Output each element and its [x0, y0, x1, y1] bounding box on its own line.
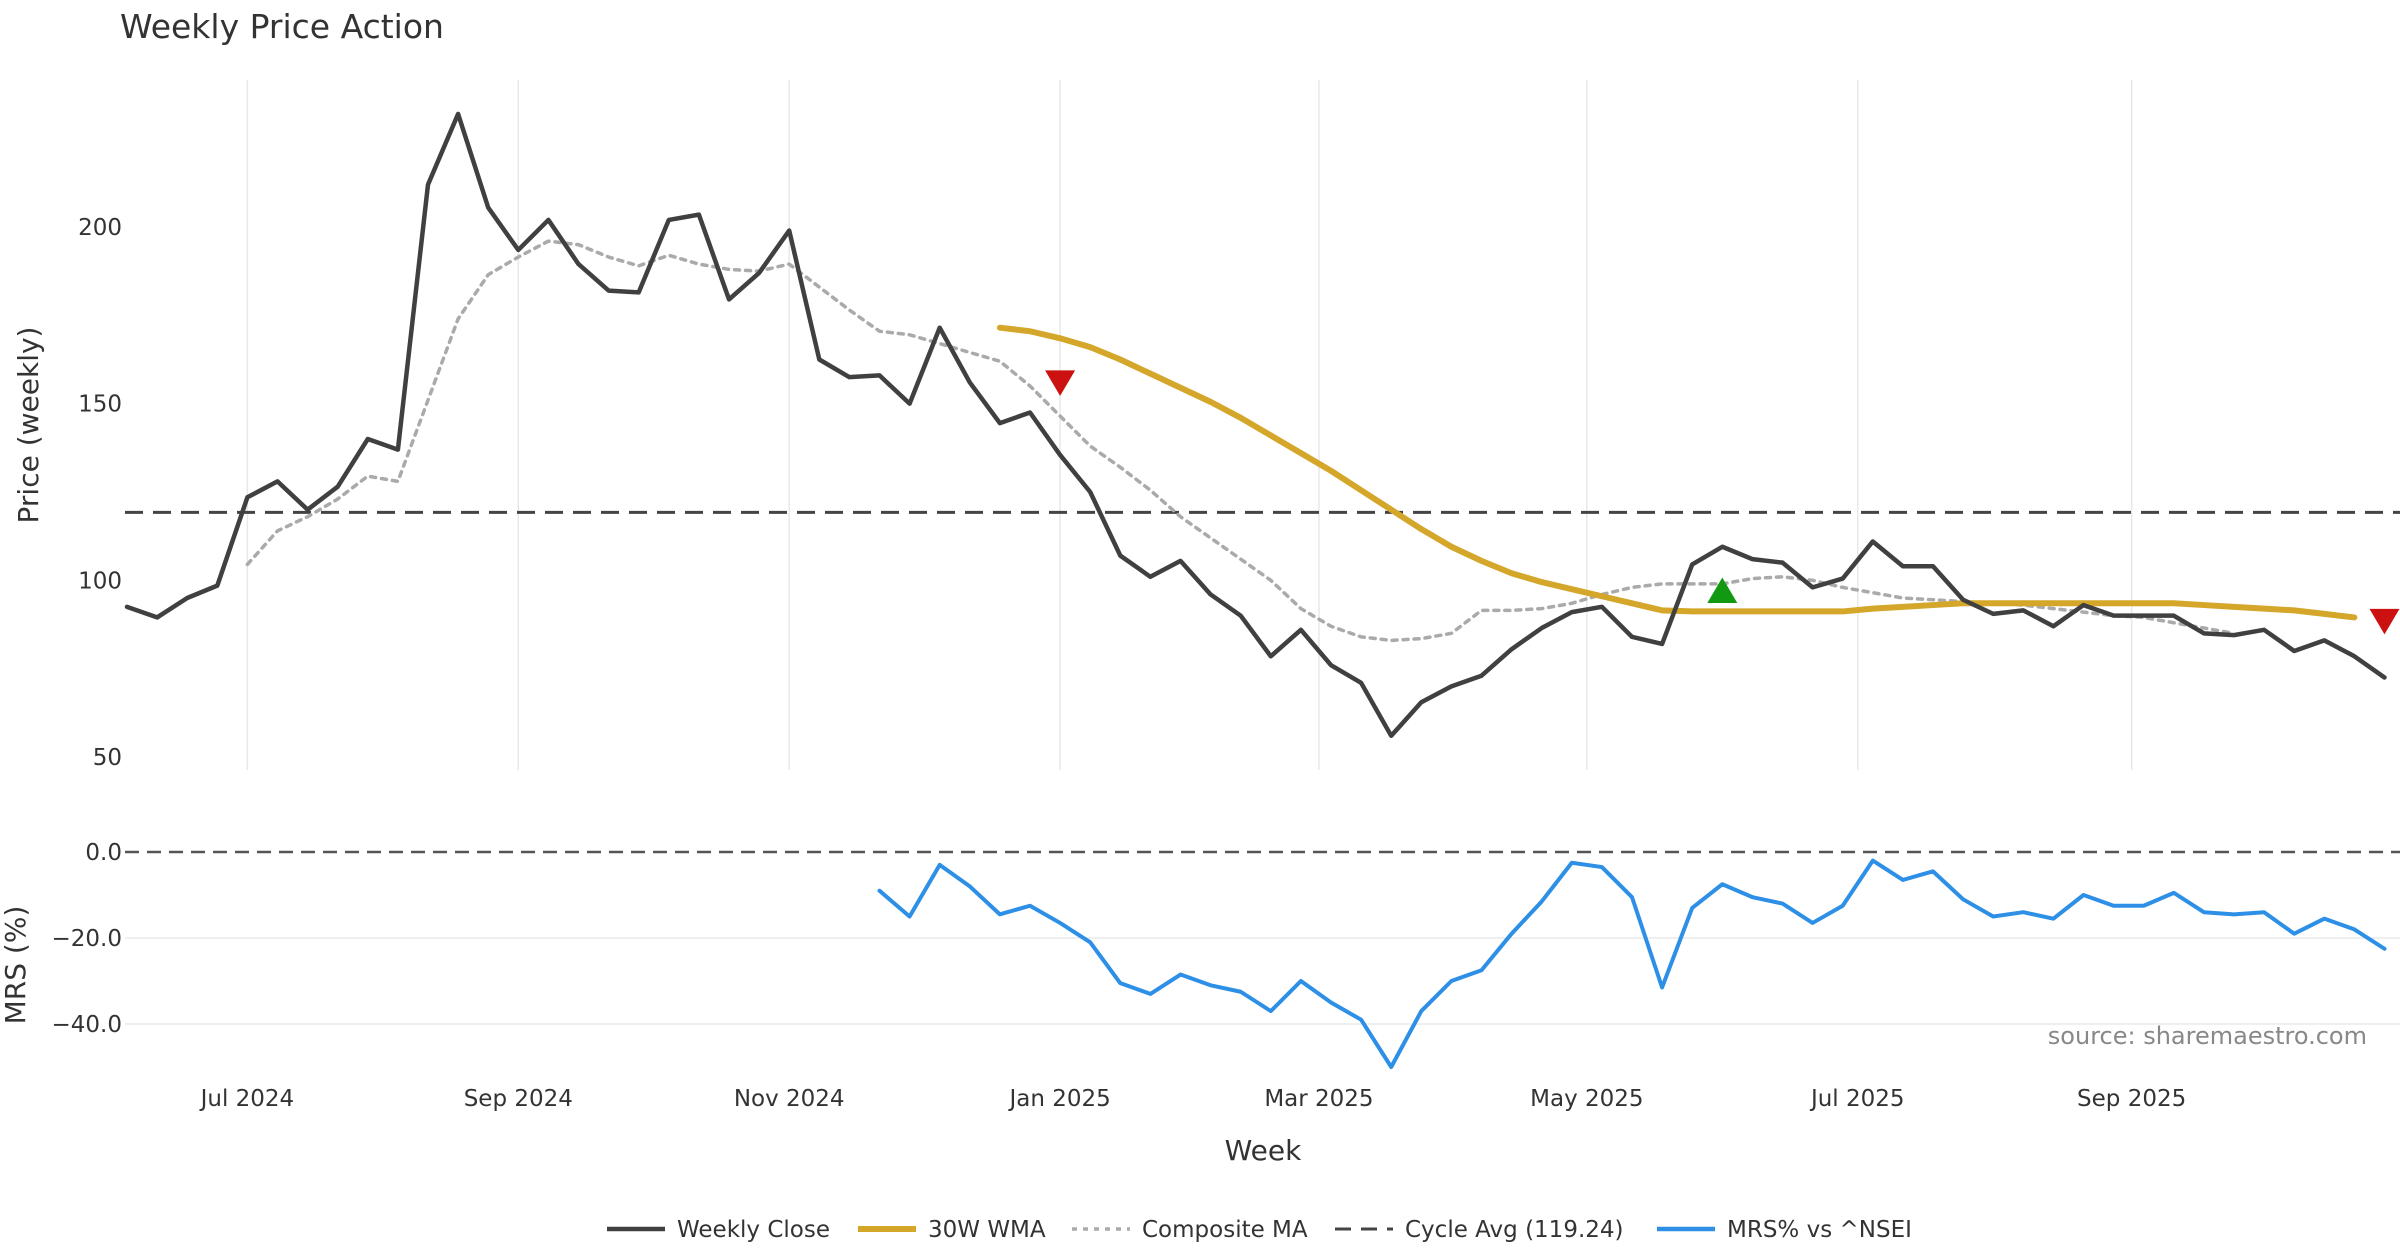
x-tick-label: Jan 2025: [1007, 1086, 1110, 1112]
x-tick-label: Sep 2025: [2077, 1086, 2186, 1112]
legend-label: Weekly Close: [677, 1217, 830, 1243]
30w-wma-line: [996, 324, 2358, 621]
x-tick-label: Mar 2025: [1264, 1086, 1373, 1112]
price-y-tick-label: 150: [78, 392, 122, 418]
mrs-y-tick-label: −20.0: [52, 926, 122, 952]
chart-legend: Weekly Close 30W WMA Composite MA Cycle Avg…: [607, 1217, 1912, 1243]
x-tick-label: May 2025: [1530, 1086, 1643, 1112]
mrs-axis-label: MRS (%): [0, 906, 32, 1025]
mrs-y-tick-label: −40.0: [52, 1012, 122, 1038]
mrs-panel-grid: [125, 937, 2400, 1025]
price-y-tick-label: 100: [78, 568, 122, 594]
x-tick-label: Jul 2024: [199, 1086, 295, 1112]
legend-label: MRS% vs ^NSEI: [1727, 1217, 1912, 1243]
price-panel-grid: [246, 80, 2133, 770]
weekly-close-line: [124, 111, 2387, 739]
buy-signal-marker: [1707, 577, 1738, 603]
mrs-line: [877, 858, 2387, 1069]
legend-label: Composite MA: [1142, 1217, 1308, 1243]
composite-ma-line: [245, 239, 2236, 643]
sell-signal-marker: [1045, 370, 1076, 396]
price-axis-label: Price (weekly): [12, 327, 45, 524]
price-y-tick-label: 200: [78, 215, 122, 241]
x-tick-label: Jul 2025: [1809, 1086, 1905, 1112]
sell-signal-marker: [2369, 608, 2400, 635]
chart-title: Weekly Price Action: [120, 7, 444, 46]
x-axis-label: Week: [1225, 1134, 1302, 1167]
legend-label: Cycle Avg (119.24): [1405, 1217, 1624, 1243]
price-panel-marks: [124, 111, 2400, 739]
source-note: source: sharemaestro.com: [2048, 1022, 2367, 1050]
legend-label: 30W WMA: [928, 1217, 1046, 1243]
price-y-tick-label: 50: [93, 745, 122, 771]
axes-text: 50 100 150 200 0.0 −20.0 −40.0 Jul 2024 Sep 2024…: [52, 215, 2187, 1112]
x-tick-label: Nov 2024: [734, 1086, 845, 1112]
mrs-y-tick-label: 0.0: [85, 840, 122, 866]
x-tick-label: Sep 2024: [464, 1086, 573, 1112]
mrs-panel-marks: [125, 850, 2400, 1069]
